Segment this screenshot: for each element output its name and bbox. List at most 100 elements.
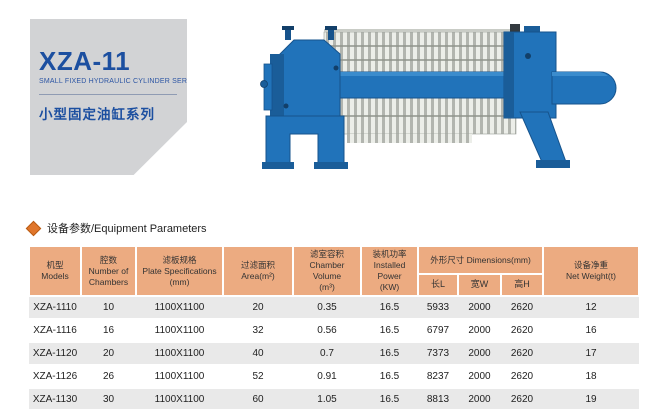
series-subtitle-en: SMALL FIXED HYDRAULIC CYLINDER SERIES (39, 78, 200, 85)
cell-weight: 17 (543, 341, 639, 366)
cell-area: 52 (223, 364, 293, 389)
section-header: 设备参数/Equipment Parameters (25, 220, 207, 236)
cell-length: 8237 (418, 364, 458, 389)
cell-chambers: 10 (81, 295, 136, 320)
cell-width: 2000 (458, 318, 501, 343)
cell-plate-spec: 1100X1100 (136, 295, 223, 320)
header-dimensions-cn: 外形尺寸 (430, 254, 465, 265)
cell-chambers: 16 (81, 318, 136, 343)
title-card: XZA-11 SMALL FIXED HYDRAULIC CYLINDER SE… (30, 19, 187, 175)
header-plate-spec-cn: 滤板规格 (162, 254, 197, 265)
plate-stack-lower (323, 97, 517, 143)
cell-width: 2000 (458, 341, 501, 366)
section-title: 设备参数/Equipment Parameters (47, 223, 207, 235)
table-row: XZA-1130 30 1100X1100 60 1.05 16.5 8813 … (29, 387, 639, 409)
table-header: 机型 Models 腔数 Number of Chambers 滤板规格 Pla… (28, 244, 640, 298)
cell-plate-spec: 1100X1100 (136, 387, 223, 409)
cell-model: XZA-1130 (29, 387, 81, 409)
cell-height: 2620 (501, 295, 543, 320)
cell-chambers: 30 (81, 387, 136, 409)
cell-height: 2620 (501, 318, 543, 343)
cell-height: 2620 (501, 341, 543, 366)
header-models-en: Models (41, 271, 69, 282)
cell-area: 60 (223, 387, 293, 409)
cell-area: 40 (223, 341, 293, 366)
header-area-en: Area(m²) (241, 271, 275, 282)
model-name: XZA-11 (39, 46, 131, 76)
header-models: 机型 Models (28, 244, 82, 298)
cell-width: 2000 (458, 387, 501, 409)
header-chambers-cn: 腔数 (99, 254, 117, 265)
cell-power: 16.5 (361, 387, 418, 409)
header-installed-power-en: Installed Power (373, 260, 406, 282)
cell-volume: 0.7 (293, 341, 361, 366)
cell-plate-spec: 1100X1100 (136, 318, 223, 343)
cell-height: 2620 (501, 387, 543, 409)
header-net-weight: 设备净重 Net Weight(t) (542, 244, 640, 298)
cell-weight: 18 (543, 364, 639, 389)
header-plate-spec-en: Plate Specifications (142, 265, 217, 276)
cell-length: 8813 (418, 387, 458, 409)
title-card-inner: XZA-11 SMALL FIXED HYDRAULIC CYLINDER SE… (30, 19, 187, 123)
series-title-cn: 小型固定油缸系列 (39, 107, 155, 122)
cell-weight: 16 (543, 318, 639, 343)
cell-chambers: 20 (81, 341, 136, 366)
header-chamber-volume-cn: 滤室容积 (309, 249, 344, 259)
header-plate-spec: 滤板规格 Plate Specifications (mm) (135, 244, 224, 298)
header-chamber-volume: 滤室容积 Chamber Volume (m³) (292, 244, 362, 298)
header-models-cn: 机型 (46, 260, 64, 271)
cell-width: 2000 (458, 295, 501, 320)
filter-press-illustration (260, 24, 617, 169)
header-net-weight-cn: 设备净重 (573, 260, 608, 271)
machine-right-stand (503, 24, 570, 168)
cell-power: 16.5 (361, 295, 418, 320)
cell-plate-spec: 1100X1100 (136, 364, 223, 389)
header-installed-power-unit: (KW) (379, 282, 400, 293)
cell-model: XZA-1110 (29, 295, 81, 320)
header-width: 宽W (457, 273, 502, 298)
header-chamber-volume-en: Chamber Volume (309, 260, 345, 282)
header-dimensions: 外形尺寸 Dimensions(mm) (417, 244, 544, 276)
header-height: 高H (500, 273, 544, 298)
header-net-weight-en: Net Weight(t) (566, 271, 616, 282)
header-length: 长L (417, 273, 459, 298)
header-dimensions-en: Dimensions(mm) (466, 254, 531, 265)
machine-left-stand (260, 26, 348, 169)
header-plate-spec-unit: (mm) (169, 276, 190, 287)
title-divider (39, 94, 177, 95)
parameters-table: 机型 Models 腔数 Number of Chambers 滤板规格 Pla… (28, 244, 640, 409)
cell-area: 32 (223, 318, 293, 343)
cell-plate-spec: 1100X1100 (136, 341, 223, 366)
cell-power: 16.5 (361, 341, 418, 366)
header-chamber-volume-unit: (m³) (319, 282, 335, 293)
cell-weight: 12 (543, 295, 639, 320)
cell-power: 16.5 (361, 318, 418, 343)
cell-volume: 1.05 (293, 387, 361, 409)
header-chambers: 腔数 Number of Chambers (80, 244, 137, 298)
cell-weight: 19 (543, 387, 639, 409)
table-row: XZA-1126 26 1100X1100 52 0.91 16.5 8237 … (29, 364, 639, 389)
cell-length: 5933 (418, 295, 458, 320)
cell-area: 20 (223, 295, 293, 320)
cell-volume: 0.56 (293, 318, 361, 343)
cell-volume: 0.91 (293, 364, 361, 389)
table-body: XZA-1110 10 1100X1100 20 0.35 16.5 5933 … (29, 295, 639, 409)
header-area-cn: 过滤面积 (240, 260, 275, 271)
hydraulic-cylinder (551, 71, 617, 105)
header-installed-power: 装机功率 Installed Power (KW) (360, 244, 419, 298)
diamond-icon (25, 220, 42, 236)
cell-model: XZA-1116 (29, 318, 81, 343)
table-row: XZA-1116 16 1100X1100 32 0.56 16.5 6797 … (29, 318, 639, 343)
cell-width: 2000 (458, 364, 501, 389)
cell-height: 2620 (501, 364, 543, 389)
cell-chambers: 26 (81, 364, 136, 389)
header-area: 过滤面积 Area(m²) (222, 244, 294, 298)
cell-model: XZA-1120 (29, 341, 81, 366)
cell-volume: 0.35 (293, 295, 361, 320)
header-chambers-en: Number of Chambers (88, 265, 129, 287)
plate-stack-upper (323, 29, 517, 73)
table-row: XZA-1110 10 1100X1100 20 0.35 16.5 5933 … (29, 295, 639, 320)
header-installed-power-cn: 装机功率 (372, 249, 407, 259)
table-row: XZA-1120 20 1100X1100 40 0.7 16.5 7373 2… (29, 341, 639, 366)
